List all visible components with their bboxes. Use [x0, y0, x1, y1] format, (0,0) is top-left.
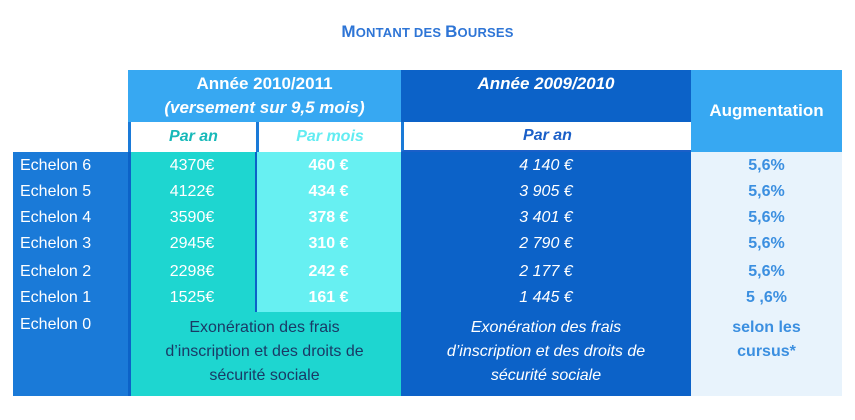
exoneration-line: d’inscription et des droits de	[446, 343, 646, 360]
subheader-par-an: Par an	[128, 122, 256, 152]
augmentation-line: selon les	[732, 319, 801, 336]
row-label: Echelon 2	[20, 263, 92, 280]
table-row: Echelon 5 4122€ 434 € 3 905 € 5,6%	[0, 179, 855, 205]
table-row: Echelon 6 4370€ 460 € 4 140 € 5,6%	[0, 153, 855, 179]
cell-augmentation: 5,6%	[748, 157, 785, 174]
cell-par-an-2009: 4 140 €	[519, 157, 573, 174]
augmentation-echelon-0: selon les cursus*	[691, 316, 842, 364]
table-row: Echelon 4 3590€ 378 € 3 401 € 5,6%	[0, 205, 855, 231]
row-label: Echelon 4	[20, 209, 92, 226]
row-label-echelon-0: Echelon 0	[20, 316, 92, 333]
subheader-par-an-2009: Par an	[401, 122, 691, 152]
cell-par-an-2009: 3 905 €	[519, 183, 573, 200]
cell-par-an-2009: 1 445 €	[519, 289, 573, 306]
cell-par-mois: 310 €	[308, 235, 349, 252]
cell-par-mois: 434 €	[308, 183, 349, 200]
cell-augmentation: 5,6%	[748, 209, 785, 226]
header-year-2010: Année 2010/2011 (versement sur 9,5 mois)	[128, 70, 401, 122]
title-part: ONTANT DES	[355, 25, 446, 40]
par-mois-2010-column	[256, 152, 401, 312]
table-row: Echelon 1 1525€ 161 € 1 445 € 5 ,6%	[0, 285, 855, 311]
cell-par-mois: 460 €	[308, 157, 349, 174]
title-part: OURSES	[457, 25, 514, 40]
exoneration-line: sécurité sociale	[209, 367, 320, 384]
cell-augmentation: 5,6%	[748, 235, 785, 252]
title-part: B	[445, 22, 458, 41]
exoneration-line: Exonération des frais	[189, 319, 340, 336]
cell-par-mois: 161 €	[308, 289, 349, 306]
exoneration-2009-text: Exonération des frais d’inscription et d…	[401, 316, 691, 388]
cell-par-an: 3590€	[169, 209, 215, 226]
echelon-column	[13, 152, 128, 396]
row-label: Echelon 6	[20, 157, 92, 174]
exoneration-line: Exonération des frais	[470, 319, 622, 336]
row-label: Echelon 3	[20, 235, 92, 252]
exoneration-line: d’inscription et des droits de	[165, 343, 364, 360]
cell-par-an-2009: 2 177 €	[519, 263, 573, 280]
column-divider	[128, 152, 131, 396]
exoneration-line: sécurité sociale	[490, 367, 602, 384]
exoneration-2010-text: Exonération des frais d’inscription et d…	[128, 316, 401, 388]
exoneration-2010-cell	[128, 312, 401, 396]
row-label: Echelon 5	[20, 183, 92, 200]
table-row: Echelon 3 2945€ 310 € 2 790 € 5,6%	[0, 231, 855, 257]
header-augmentation: Augmentation	[691, 70, 842, 152]
header-year-2009: Année 2009/2010	[401, 70, 691, 122]
column-divider	[255, 152, 257, 312]
cell-par-mois: 242 €	[308, 263, 349, 280]
cell-par-an: 2945€	[169, 235, 215, 252]
cell-par-an: 2298€	[169, 263, 215, 280]
par-an-2009-column	[401, 152, 691, 396]
augmentation-line: cursus*	[737, 343, 796, 360]
cell-augmentation: 5,6%	[748, 263, 785, 280]
header-year-2010-line1: Année 2010/2011	[196, 74, 333, 93]
cell-par-mois: 378 €	[308, 209, 349, 226]
subheader-par-mois: Par mois	[256, 122, 401, 152]
cell-augmentation: 5,6%	[748, 183, 785, 200]
cell-par-an: 4370€	[169, 157, 215, 174]
row-label: Echelon 1	[20, 289, 92, 306]
page-title: MONTANT DES BOURSES	[0, 22, 855, 42]
cell-augmentation: 5 ,6%	[746, 289, 787, 306]
augmentation-column	[691, 152, 842, 396]
cell-par-an-2009: 3 401 €	[519, 209, 573, 226]
cell-par-an: 4122€	[169, 183, 215, 200]
par-an-2010-column	[128, 152, 256, 312]
header-year-2010-line2: (versement sur 9,5 mois)	[164, 98, 365, 117]
title-part: M	[341, 22, 356, 41]
cell-par-an: 1525€	[169, 289, 215, 306]
cell-par-an-2009: 2 790 €	[519, 235, 573, 252]
table-row: Echelon 2 2298€ 242 € 2 177 € 5,6%	[0, 259, 855, 285]
